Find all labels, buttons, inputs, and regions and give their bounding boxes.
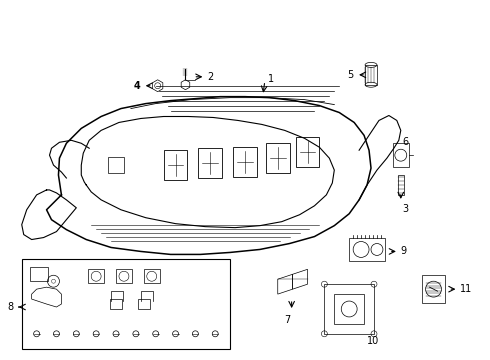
Text: 11: 11	[460, 284, 472, 294]
Text: 6: 6	[403, 137, 409, 147]
Text: 3: 3	[403, 204, 409, 214]
Bar	[110, 299, 122, 309]
Bar	[116, 269, 132, 283]
Bar	[144, 269, 160, 283]
Text: 5: 5	[347, 70, 353, 80]
Bar	[365, 65, 377, 85]
Bar	[421, 275, 445, 303]
Bar	[324, 284, 374, 334]
Text: 7: 7	[285, 315, 291, 325]
Text: 10: 10	[367, 336, 379, 346]
Text: 2: 2	[207, 72, 214, 82]
Bar	[22, 260, 230, 349]
Bar	[393, 143, 409, 167]
Bar	[30, 267, 48, 281]
Bar	[349, 238, 385, 261]
Bar	[138, 299, 150, 309]
Text: 8: 8	[8, 302, 14, 312]
Bar	[88, 269, 104, 283]
Bar	[108, 157, 124, 173]
Text: 1: 1	[268, 74, 274, 84]
Text: 4: 4	[134, 81, 141, 91]
Text: 9: 9	[401, 247, 407, 256]
Bar	[398, 175, 404, 195]
Bar	[334, 294, 364, 324]
